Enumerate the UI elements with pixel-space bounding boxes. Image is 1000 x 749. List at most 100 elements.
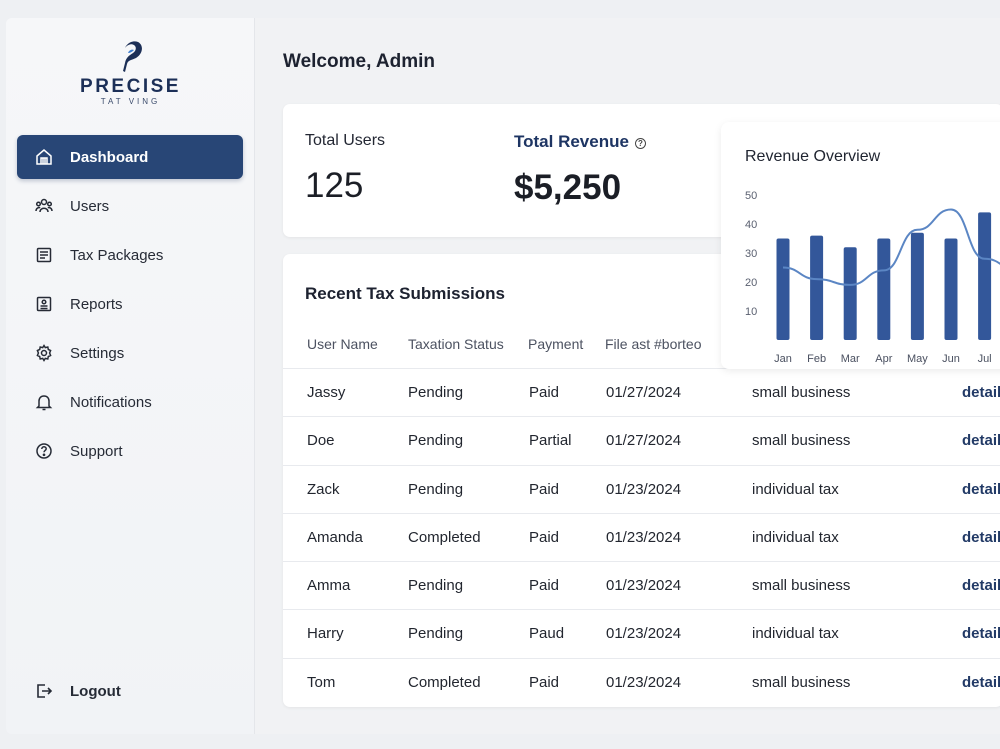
stat-value: $5,250: [514, 168, 622, 207]
sidebar-item-label: Notifications: [70, 393, 152, 411]
cell-status: Pending: [408, 625, 464, 643]
chart-bar[interactable]: [843, 247, 857, 340]
chart-bar[interactable]: [944, 238, 958, 341]
stat-value: 125: [305, 166, 364, 205]
cell-payment: Paid: [529, 528, 560, 546]
table-row[interactable]: Amanda Completed Paid 01/23/2024 individual …: [283, 512, 1000, 561]
detail-link[interactable]: detail: [962, 480, 1000, 498]
detail-link[interactable]: detail: [962, 673, 1000, 691]
table-row[interactable]: Jassy Pending Paid 01/27/2024 small business…: [283, 368, 1000, 416]
cell-name: Jassy: [307, 384, 346, 401]
sidebar-item-support[interactable]: Support: [17, 429, 243, 473]
cell-type: small business: [752, 673, 851, 691]
sidebar-item-dashboard[interactable]: Dashboard: [17, 135, 243, 179]
stat-total-revenue: Total Revenue? $5,250: [514, 132, 646, 208]
cell-status: Completed: [408, 528, 481, 546]
cell-type: individual tax: [752, 480, 839, 498]
sidebar-item-reports[interactable]: Reports: [17, 282, 243, 326]
home-icon: [35, 148, 53, 166]
chart-bar[interactable]: [877, 238, 891, 341]
cell-status: Pending: [408, 384, 464, 401]
column-header[interactable]: File ast #borteo: [605, 336, 702, 352]
users-icon: [35, 197, 53, 215]
cell-date: 01/23/2024: [606, 528, 682, 546]
cell-name: Harry: [307, 625, 344, 643]
page-title: Welcome, Admin: [283, 51, 436, 72]
sidebar-item-notifications[interactable]: Notifications: [17, 380, 243, 424]
detail-link[interactable]: detail: [962, 432, 1000, 450]
cell-name: Zack: [307, 480, 340, 498]
cell-name: Doe: [307, 432, 335, 450]
sidebar-item-tax-packages[interactable]: Tax Packages: [17, 233, 243, 277]
report-icon: [35, 295, 53, 313]
stat-label-text: Total Revenue: [514, 132, 629, 151]
table-row[interactable]: Harry Pending Paud 01/23/2024 individual tax…: [283, 609, 1000, 657]
chart-title: Revenue Overview: [745, 148, 881, 165]
detail-link[interactable]: detail: [962, 625, 1000, 643]
main-content: Welcome, Admin Total Users 125 Total Rev…: [255, 18, 1000, 734]
cell-payment: Paid: [529, 673, 560, 691]
x-tick-label: Feb: [807, 353, 826, 365]
brand-logo[interactable]: PRECISE TAT VING: [6, 40, 255, 106]
app-window: PRECISE TAT VING Dashboard Users Tax: [6, 18, 1000, 734]
chart-bar[interactable]: [978, 212, 992, 340]
y-tick-label: 10: [745, 306, 757, 318]
cell-date: 01/23/2024: [606, 480, 682, 498]
sidebar-item-label: Dashboard: [70, 148, 149, 166]
chart-bar[interactable]: [910, 232, 924, 340]
cell-type: individual tax: [752, 528, 839, 546]
cell-status: Pending: [408, 577, 464, 595]
table-row[interactable]: Doe Pending Partial 01/27/2024 small busines…: [283, 416, 1000, 464]
y-tick-label: 20: [745, 277, 757, 289]
y-tick-label: 50: [745, 190, 757, 202]
sidebar-logout: Logout: [17, 669, 243, 718]
section-title: Recent Tax Submissions: [305, 284, 505, 303]
brand-tagline: TAT VING: [100, 97, 161, 106]
sidebar-item-label: Reports: [70, 295, 123, 313]
brand-name: PRECISE: [80, 76, 181, 97]
cell-type: small business: [752, 577, 851, 595]
cell-date: 01/23/2024: [606, 577, 682, 595]
x-tick-label: Jun: [942, 353, 960, 365]
column-header[interactable]: Payment: [528, 336, 584, 352]
y-tick-label: 40: [745, 219, 757, 231]
cell-date: 01/27/2024: [606, 432, 682, 450]
revenue-chart: 1020304050JanFebMarAprMayJunJulAug: [745, 190, 1000, 365]
logout-button[interactable]: Logout: [17, 669, 243, 713]
help-circle-icon: [35, 442, 53, 460]
cell-status: Pending: [408, 432, 464, 450]
x-tick-label: May: [907, 353, 928, 365]
sidebar-nav: Dashboard Users Tax Packages Reports: [17, 135, 243, 478]
x-tick-label: Apr: [875, 353, 892, 365]
x-tick-label: Jan: [774, 353, 792, 365]
stat-label: Total Revenue?: [514, 132, 646, 152]
sidebar: PRECISE TAT VING Dashboard Users Tax: [6, 18, 255, 734]
sidebar-item-users[interactable]: Users: [17, 184, 243, 228]
sidebar-item-label: Tax Packages: [70, 246, 164, 264]
cell-name: Amanda: [307, 528, 363, 546]
stat-label: Total Users: [305, 132, 386, 149]
cell-name: Tom: [307, 673, 336, 691]
chart-bar[interactable]: [810, 235, 824, 340]
table-row[interactable]: Zack Pending Paid 01/23/2024 individual tax d…: [283, 464, 1000, 513]
cell-date: 01/23/2024: [606, 625, 682, 643]
trend-line: [782, 208, 1000, 286]
table-row[interactable]: Amma Pending Paid 01/23/2024 small business d…: [283, 561, 1000, 609]
chart-bar[interactable]: [776, 238, 790, 341]
x-tick-label: Jul: [978, 353, 992, 365]
document-icon: [35, 246, 53, 264]
cell-type: small business: [752, 432, 851, 450]
detail-link[interactable]: detail: [962, 577, 1000, 595]
cell-date: 01/27/2024: [606, 384, 682, 401]
info-icon[interactable]: ?: [634, 138, 646, 149]
logout-icon: [35, 682, 53, 700]
column-header[interactable]: Taxation Status: [408, 336, 504, 352]
table-row[interactable]: Tom Completed Paid 01/23/2024 small business…: [283, 657, 1000, 706]
detail-link[interactable]: detail: [962, 384, 1000, 401]
cell-payment: Partial: [529, 432, 572, 450]
table-header: User Name Taxation Status Payment File a…: [283, 336, 1000, 368]
sidebar-item-settings[interactable]: Settings: [17, 331, 243, 375]
detail-link[interactable]: detail: [962, 528, 1000, 546]
column-header[interactable]: User Name: [307, 336, 378, 352]
cell-payment: Paid: [529, 480, 560, 498]
